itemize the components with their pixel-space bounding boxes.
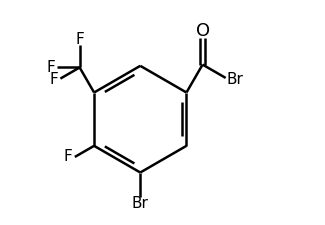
Text: Br: Br [132,196,149,211]
Text: F: F [75,32,84,47]
Text: Br: Br [227,72,244,87]
Text: F: F [64,149,72,164]
Text: F: F [47,60,56,75]
Text: O: O [196,22,210,40]
Text: F: F [50,72,58,87]
